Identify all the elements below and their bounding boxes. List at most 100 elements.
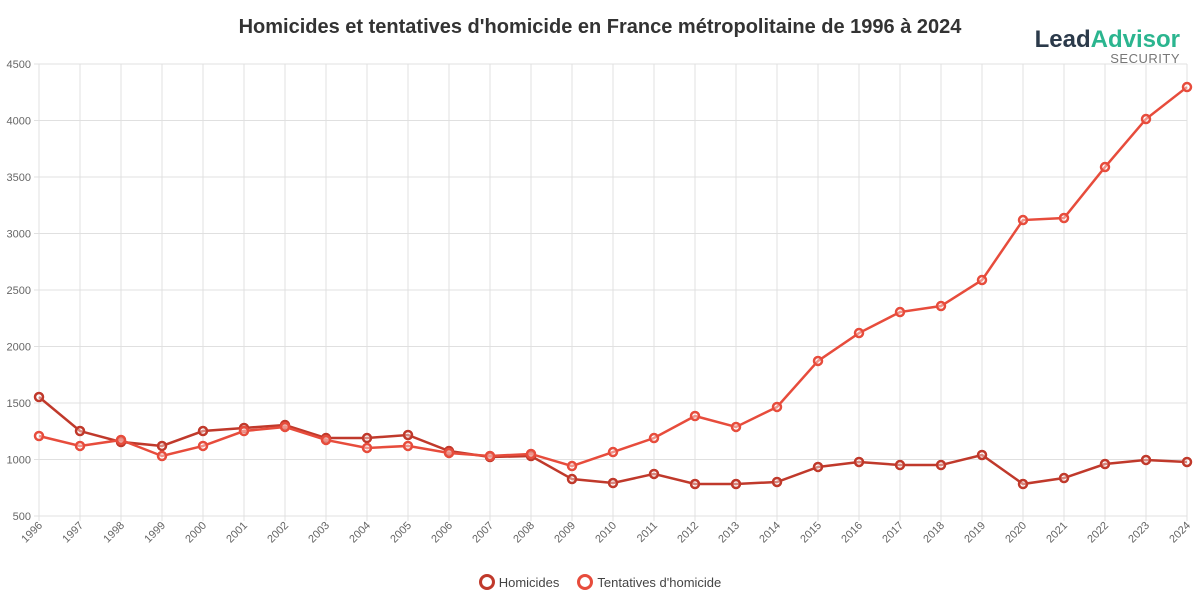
x-tick-label: 2022 — [1085, 520, 1111, 546]
data-point — [976, 274, 988, 286]
x-tick-label: 2016 — [839, 520, 865, 546]
data-point — [1058, 212, 1070, 224]
data-point — [238, 425, 250, 437]
logo-lead: Lead — [1034, 26, 1091, 53]
data-point — [484, 450, 496, 462]
y-tick-label: 4500 — [7, 59, 31, 71]
logo-advisor: Advisor — [1090, 26, 1180, 53]
data-point — [197, 425, 209, 437]
x-tick-label: 2011 — [635, 520, 660, 545]
chart-title: Homicides et tentatives d'homicide en Fr… — [238, 16, 962, 38]
x-tick-label: 2020 — [1003, 520, 1029, 546]
y-tick-label: 3000 — [7, 229, 31, 241]
x-tick-label: 2012 — [675, 520, 701, 546]
data-point — [935, 300, 947, 312]
y-tick-label: 2000 — [7, 342, 31, 354]
data-point — [279, 421, 291, 433]
data-point — [1140, 113, 1152, 125]
series-line — [38, 396, 1188, 486]
legend-label: Homicides — [498, 574, 560, 590]
data-point — [648, 468, 660, 480]
data-point — [1181, 81, 1193, 93]
data-point — [115, 434, 127, 446]
data-point — [156, 450, 168, 462]
data-point — [689, 478, 701, 490]
data-point — [525, 448, 537, 460]
data-point — [812, 461, 824, 473]
x-tick-label: 2000 — [183, 520, 209, 546]
data-point — [607, 446, 619, 458]
data-point — [320, 434, 332, 446]
x-tick-label: 1996 — [19, 520, 45, 546]
x-tick-label: 2014 — [757, 520, 783, 546]
x-tick-label: 2009 — [552, 520, 578, 546]
x-tick-label: 2005 — [388, 520, 414, 546]
legend-swatch — [577, 574, 594, 590]
data-point — [361, 432, 373, 444]
series-line — [38, 86, 1188, 468]
x-tick-label: 1999 — [142, 520, 168, 546]
data-point — [361, 442, 373, 454]
legend-swatch — [478, 574, 495, 590]
data-point — [74, 440, 86, 452]
data-point — [74, 425, 86, 437]
data-point — [730, 478, 742, 490]
x-tick-label: 2003 — [306, 520, 332, 546]
leadadvisor-logo: LeadAdvisor SECURITY — [1034, 26, 1180, 66]
x-tick-label: 2023 — [1126, 520, 1152, 546]
data-point — [812, 355, 824, 367]
y-tick-label: 4000 — [7, 116, 31, 128]
x-tick-label: 1997 — [60, 520, 86, 546]
data-point — [894, 306, 906, 318]
y-tick-label: 1500 — [7, 398, 31, 410]
data-point — [443, 447, 455, 459]
data-point — [853, 456, 865, 468]
data-point — [730, 421, 742, 433]
data-point — [197, 440, 209, 452]
y-tick-label: 500 — [13, 511, 31, 523]
data-point — [33, 430, 45, 442]
data-point — [894, 459, 906, 471]
x-tick-label: 2013 — [716, 520, 742, 546]
data-point — [648, 432, 660, 444]
data-point — [1017, 214, 1029, 226]
data-point — [771, 401, 783, 413]
data-point — [771, 476, 783, 488]
data-point — [1181, 456, 1193, 468]
x-tick-label: 1998 — [101, 520, 127, 546]
x-tick-label: 2001 — [224, 520, 250, 546]
x-tick-label: 2010 — [593, 520, 619, 546]
x-tick-label: 2024 — [1167, 520, 1193, 546]
y-tick-label: 2500 — [7, 285, 31, 297]
x-tick-label: 2018 — [921, 520, 947, 546]
data-point — [935, 459, 947, 471]
data-point — [976, 449, 988, 461]
data-point — [566, 460, 578, 472]
x-tick-label: 2017 — [880, 520, 906, 546]
data-point — [402, 440, 414, 452]
logo-tagline: SECURITY — [1110, 51, 1180, 66]
x-tick-label: 2019 — [962, 520, 988, 546]
data-point — [607, 477, 619, 489]
data-point — [1099, 458, 1111, 470]
data-point — [156, 440, 168, 452]
data-point — [566, 473, 578, 485]
data-point — [853, 327, 865, 339]
x-tick-label: 2015 — [798, 520, 824, 546]
data-point — [33, 391, 45, 403]
data-point — [1140, 454, 1152, 466]
x-tick-label: 2006 — [429, 520, 455, 546]
y-tick-label: 1000 — [7, 455, 31, 467]
data-point — [402, 429, 414, 441]
x-tick-label: 2004 — [347, 520, 373, 546]
legend-item-homicides[interactable]: Homicides — [478, 574, 560, 590]
data-point — [1017, 478, 1029, 490]
legend-item-tentatives[interactable]: Tentatives d'homicide — [577, 574, 721, 590]
x-tick-label: 2002 — [265, 520, 291, 546]
data-point — [689, 410, 701, 422]
legend-label: Tentatives d'homicide — [597, 574, 722, 590]
legend: Homicides Tentatives d'homicide — [0, 574, 1200, 590]
data-point — [1058, 472, 1070, 484]
